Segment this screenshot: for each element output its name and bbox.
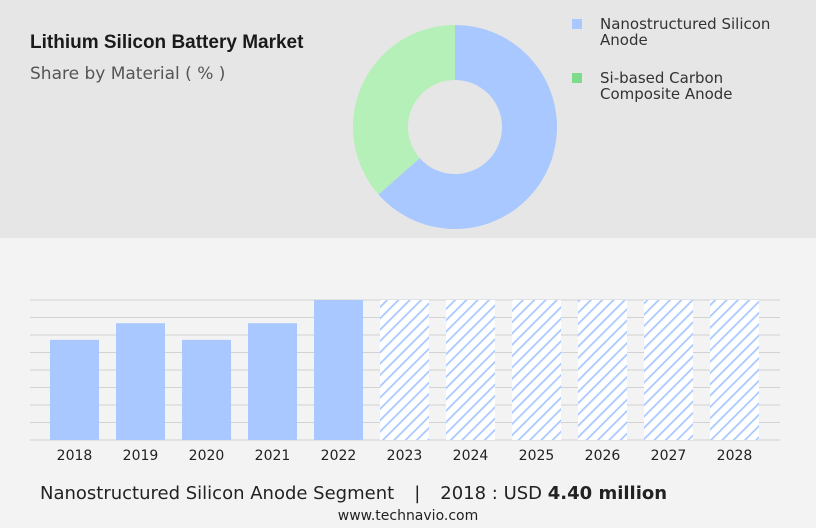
bar-2023[interactable]: [380, 300, 429, 440]
legend-label-nanostructured: Nanostructured Silicon Anode: [600, 15, 771, 49]
donut-chart: [352, 25, 557, 230]
bar-2021[interactable]: [248, 323, 297, 440]
donut-slice-1[interactable]: [352, 25, 455, 195]
bar-2022[interactable]: [314, 300, 363, 440]
bar-2026[interactable]: [578, 300, 627, 440]
x-tick-label-2018: 2018: [57, 448, 93, 464]
footer-summary: Nanostructured Silicon Anode Segment | 201…: [40, 483, 667, 504]
legend-swatch-nanostructured: [572, 19, 582, 29]
bar-2028[interactable]: [710, 300, 759, 440]
x-tick-label-2028: 2028: [717, 448, 753, 464]
x-tick-label-2023: 2023: [387, 448, 423, 464]
bar-chart: 2018 2019 2020 2021 2022 2023 2024 2025 2026 2027…: [30, 299, 780, 464]
legend: Nanostructured Silicon Anode Si-based Ca…: [572, 16, 802, 124]
chart-title: Lithium Silicon Battery Market: [30, 32, 304, 53]
bar-2018[interactable]: [50, 339, 99, 440]
bar-2027[interactable]: [644, 300, 693, 440]
donut-slice-0[interactable]: [378, 25, 557, 230]
bar-2019[interactable]: [116, 323, 165, 440]
legend-item-carbon-composite[interactable]: Si-based Carbon Composite Anode: [572, 70, 802, 102]
x-tick-label-2020: 2020: [189, 448, 225, 464]
legend-label-carbon-composite: Si-based Carbon Composite Anode: [600, 69, 733, 103]
x-tick-label-2026: 2026: [585, 448, 621, 464]
bar-2024[interactable]: [446, 300, 495, 440]
site-url[interactable]: www.technavio.com: [337, 508, 479, 524]
footer-segment: Nanostructured Silicon Anode Segment: [40, 483, 395, 504]
x-tick-label-2019: 2019: [123, 448, 159, 464]
x-tick-label-2022: 2022: [321, 448, 357, 464]
x-tick-label-2024: 2024: [453, 448, 489, 464]
x-tick-label-2027: 2027: [651, 448, 687, 464]
legend-item-nanostructured[interactable]: Nanostructured Silicon Anode: [572, 16, 802, 48]
x-tick-label-2025: 2025: [519, 448, 555, 464]
footer-value: 4.40 million: [547, 483, 668, 504]
x-tick-label-2021: 2021: [255, 448, 291, 464]
legend-swatch-carbon-composite: [572, 73, 582, 83]
bar-2020[interactable]: [182, 339, 231, 440]
footer-prefix: 2018 : USD: [440, 483, 548, 504]
bar-2025[interactable]: [512, 300, 561, 440]
footer-separator: |: [414, 483, 421, 504]
chart-subtitle: Share by Material ( % ): [30, 64, 226, 84]
